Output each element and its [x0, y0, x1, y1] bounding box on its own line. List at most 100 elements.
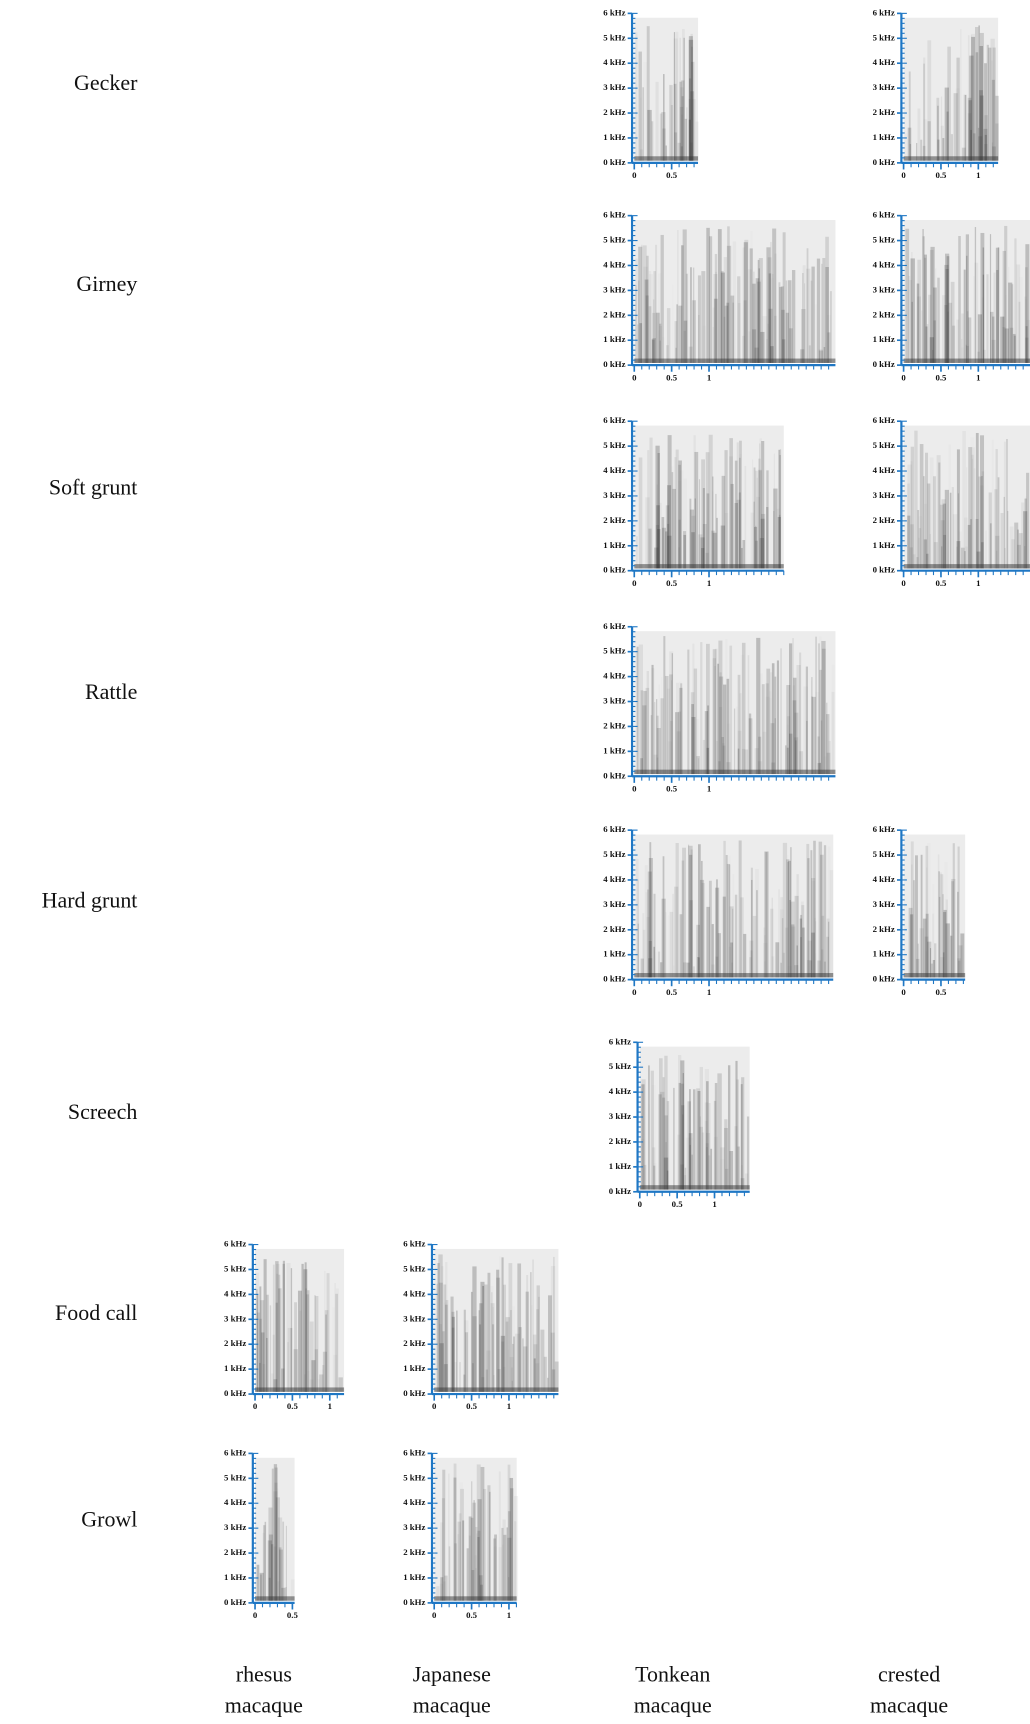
spectrogram-streak: [974, 227, 977, 363]
spectrogram-streak: [713, 1100, 717, 1190]
spectrogram-streak: [751, 879, 753, 978]
spectrogram-streak: [1013, 335, 1016, 363]
spectrogram-streak: [787, 855, 788, 977]
spectrogram-streak: [513, 1336, 515, 1392]
spectrogram-streak: [676, 731, 681, 775]
spectrogram-streak: [708, 880, 712, 978]
spectrogram-streak: [774, 253, 777, 363]
spectrogram-streak: [936, 97, 940, 161]
spectrogram-streak: [258, 1362, 261, 1392]
spectrogram-streak: [444, 1304, 448, 1392]
spectrogram-streak: [670, 680, 673, 775]
spectrogram-streak: [825, 267, 829, 363]
spectrogram-streak: [806, 843, 810, 978]
spectrogram-streak: [688, 845, 693, 978]
spectrogram-streak: [665, 531, 668, 569]
spectrogram-streak: [923, 63, 926, 161]
spectrogram-streak: [821, 640, 826, 775]
y-tick-label: 5 kHz: [603, 849, 625, 859]
spectrogram-streak: [737, 730, 742, 775]
spectrogram-streak: [917, 108, 921, 161]
spectrogram-streak: [514, 1496, 519, 1601]
spectrogram-streak: [665, 145, 667, 161]
spectrogram-streak: [910, 864, 913, 978]
spectrogram-streak: [991, 339, 996, 363]
spectrogram-streak: [979, 32, 984, 161]
spectrogram-streak: [1006, 439, 1008, 569]
spectrogram-streak: [439, 1343, 444, 1392]
spectrogram-streak: [674, 886, 679, 978]
y-tick-label: 2 kHz: [603, 924, 625, 934]
spectrogram-streak: [917, 943, 919, 978]
spectrogram-streak: [522, 1338, 524, 1392]
spectrogram-streak: [799, 918, 803, 978]
spectrogram-streak: [673, 83, 677, 161]
spectrogram-streak: [487, 1272, 491, 1392]
spectrogram-streak: [763, 927, 766, 978]
spectrogram-streak: [1024, 546, 1026, 569]
spectrogram-streak: [729, 906, 734, 978]
spectrogram-streak: [748, 718, 753, 775]
spectrogram-streak: [1018, 533, 1023, 569]
spectrogram-streak: [720, 525, 726, 569]
spectrogram-streak: [678, 519, 681, 569]
spectrogram-streak: [1025, 326, 1028, 363]
spectrogram-streak: [929, 249, 934, 363]
spectrogram-floor: [634, 769, 836, 775]
spectrogram-streak: [642, 705, 647, 775]
spectrogram-streak: [480, 1281, 485, 1392]
spectrogram-streak: [680, 1083, 684, 1190]
spectrogram-streak: [981, 476, 983, 569]
spectrogram-streak: [982, 297, 984, 362]
spectrogram-streak: [691, 61, 695, 161]
spectrogram-streak: [997, 477, 1000, 569]
spectrogram-streak: [919, 928, 924, 978]
spectrogram-streak: [770, 723, 775, 775]
spectrogram-streak: [496, 1277, 501, 1392]
spectrogram-streak: [923, 539, 927, 569]
y-tick-label: 6 kHz: [403, 1239, 425, 1249]
spectrogram-streak: [687, 649, 690, 775]
spectrogram-streak: [910, 524, 914, 569]
spectrogram-streak: [725, 639, 727, 774]
spectrogram-streak: [927, 121, 931, 161]
spectrogram-streak: [782, 842, 788, 978]
spectrogram-streak: [692, 300, 696, 363]
spectrogram-streak: [1009, 327, 1014, 363]
spectrogram-streak: [663, 1157, 669, 1190]
spectrogram-streak: [767, 257, 772, 363]
spectrogram-streak: [270, 1373, 274, 1392]
x-tick-label: 1: [707, 783, 711, 793]
spectrogram-streak: [920, 854, 923, 978]
spectrogram-streak: [933, 287, 937, 363]
spectrogram-streak: [811, 696, 816, 775]
spectrogram-streak: [680, 146, 683, 161]
spectrogram-streak: [655, 524, 660, 569]
spectrogram-streak: [336, 1288, 339, 1391]
spectrogram-streak: [646, 670, 649, 775]
spectrogram-streak: [303, 1269, 308, 1392]
spectrogram-streak: [439, 1324, 442, 1392]
spectrogram-streak: [992, 316, 995, 363]
spectrogram-streak: [764, 961, 766, 978]
spectrogram-streak: [662, 856, 665, 978]
spectrogram-streak: [786, 747, 789, 775]
spectrogram-streak: [696, 1088, 700, 1190]
spectrogram-streak: [277, 1581, 280, 1601]
spectrogram-streak: [760, 331, 765, 363]
spectrogram-streak: [675, 842, 679, 978]
spectrogram-streak: [977, 127, 980, 161]
spectrogram-streak: [1026, 319, 1030, 363]
spectrogram-streak: [720, 270, 724, 363]
spectrogram-streak: [673, 32, 676, 161]
spectrogram-streak: [279, 1288, 282, 1392]
spectrogram-streak: [770, 241, 772, 363]
spectrogram-streak: [259, 1572, 264, 1601]
spectrogram-streak: [947, 46, 951, 161]
spectrogram-streak: [790, 901, 795, 978]
spectrogram-streak: [268, 1534, 273, 1601]
x-tick-label: 1: [328, 1401, 332, 1411]
spectrogram-streak: [512, 1343, 514, 1392]
spectrogram-streak: [659, 340, 661, 363]
spectrogram-streak: [259, 1318, 262, 1392]
